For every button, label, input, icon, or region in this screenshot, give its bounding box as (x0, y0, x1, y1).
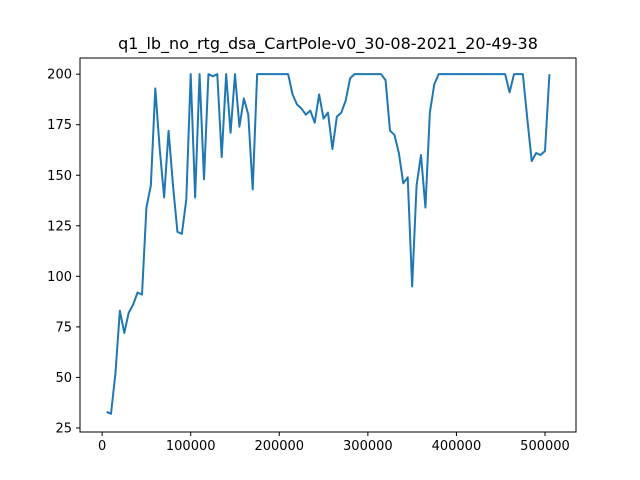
y-tick-label: 75 (55, 320, 72, 335)
series-line-0 (106, 73, 551, 415)
x-tick-label: 200000 (254, 439, 304, 454)
x-tick-label: 400000 (432, 439, 482, 454)
y-tick-label: 150 (47, 169, 72, 184)
x-tick-label: 500000 (520, 439, 570, 454)
y-tick-label: 175 (47, 118, 72, 133)
y-tick-label: 25 (55, 421, 72, 436)
chart-title: q1_lb_no_rtg_dsa_CartPole-v0_30-08-2021_… (118, 34, 538, 54)
x-tick-label: 300000 (343, 439, 393, 454)
x-tick-label: 100000 (166, 439, 216, 454)
plot-frame (79, 57, 577, 433)
y-tick-label: 100 (47, 270, 72, 285)
axes: 0 100000 200000 300000 400000 500000 25 50 75 100… (47, 57, 577, 454)
y-tick-label: 200 (47, 68, 72, 83)
y-tick-label: 50 (55, 371, 72, 386)
plot-area (106, 73, 551, 415)
x-tick-label: 0 (98, 439, 106, 454)
y-tick-label: 125 (47, 219, 72, 234)
